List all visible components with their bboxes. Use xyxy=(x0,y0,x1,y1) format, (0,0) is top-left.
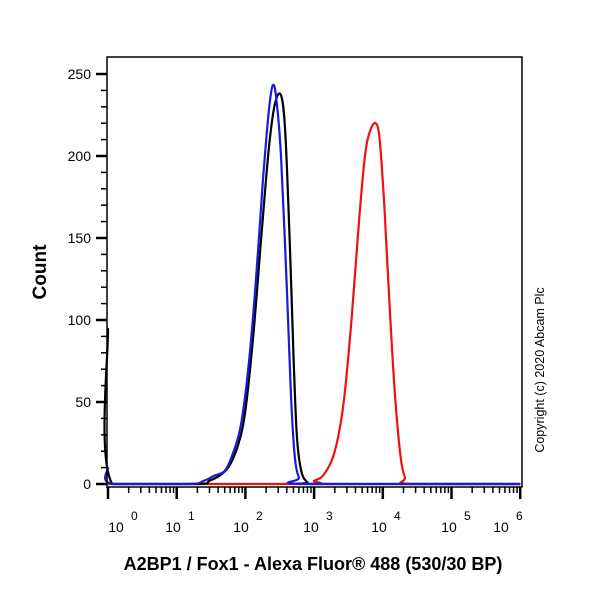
plot-frame xyxy=(106,56,523,488)
x-tick-label: 10 xyxy=(441,519,457,535)
x-tick-label: 10 xyxy=(165,519,181,535)
y-tick-label: 200 xyxy=(68,148,92,164)
x-tick-label: 10 xyxy=(233,519,249,535)
x-tick-label: 10 xyxy=(303,519,319,535)
y-tick-label: 50 xyxy=(75,394,91,410)
histogram-series-line xyxy=(103,92,521,486)
histogram-series-line xyxy=(107,121,521,486)
x-axis-ticks: 10 0 10 1 10 2 10 3 10 4 10 5 10 6 xyxy=(106,487,523,535)
y-tick-label: 150 xyxy=(68,230,92,246)
x-tick-exponent: 6 xyxy=(516,509,523,523)
x-tick-label: 10 xyxy=(371,519,387,535)
y-tick-label: 100 xyxy=(68,312,92,328)
y-axis-ticks: 0 50 100 150 200 250 xyxy=(68,66,107,492)
x-tick-exponent: 2 xyxy=(256,509,263,523)
x-axis-label: A2BP1 / Fox1 - Alexa Fluor® 488 (530/30 … xyxy=(124,554,503,574)
x-tick-label: 10 xyxy=(493,519,509,535)
histogram-series xyxy=(103,83,521,486)
copyright-annotation: Copyright (c) 2020 Abcam Plc xyxy=(533,287,547,452)
x-tick-exponent: 5 xyxy=(464,509,471,523)
y-tick-label: 0 xyxy=(83,476,91,492)
x-tick-exponent: 4 xyxy=(394,509,401,523)
x-tick-exponent: 0 xyxy=(131,509,138,523)
x-tick-exponent: 3 xyxy=(326,509,333,523)
histogram-series-line xyxy=(104,83,521,486)
x-tick-label: 10 xyxy=(108,519,124,535)
x-tick-exponent: 1 xyxy=(188,509,195,523)
y-axis-label: Count xyxy=(30,244,51,300)
y-tick-label: 250 xyxy=(68,66,92,82)
